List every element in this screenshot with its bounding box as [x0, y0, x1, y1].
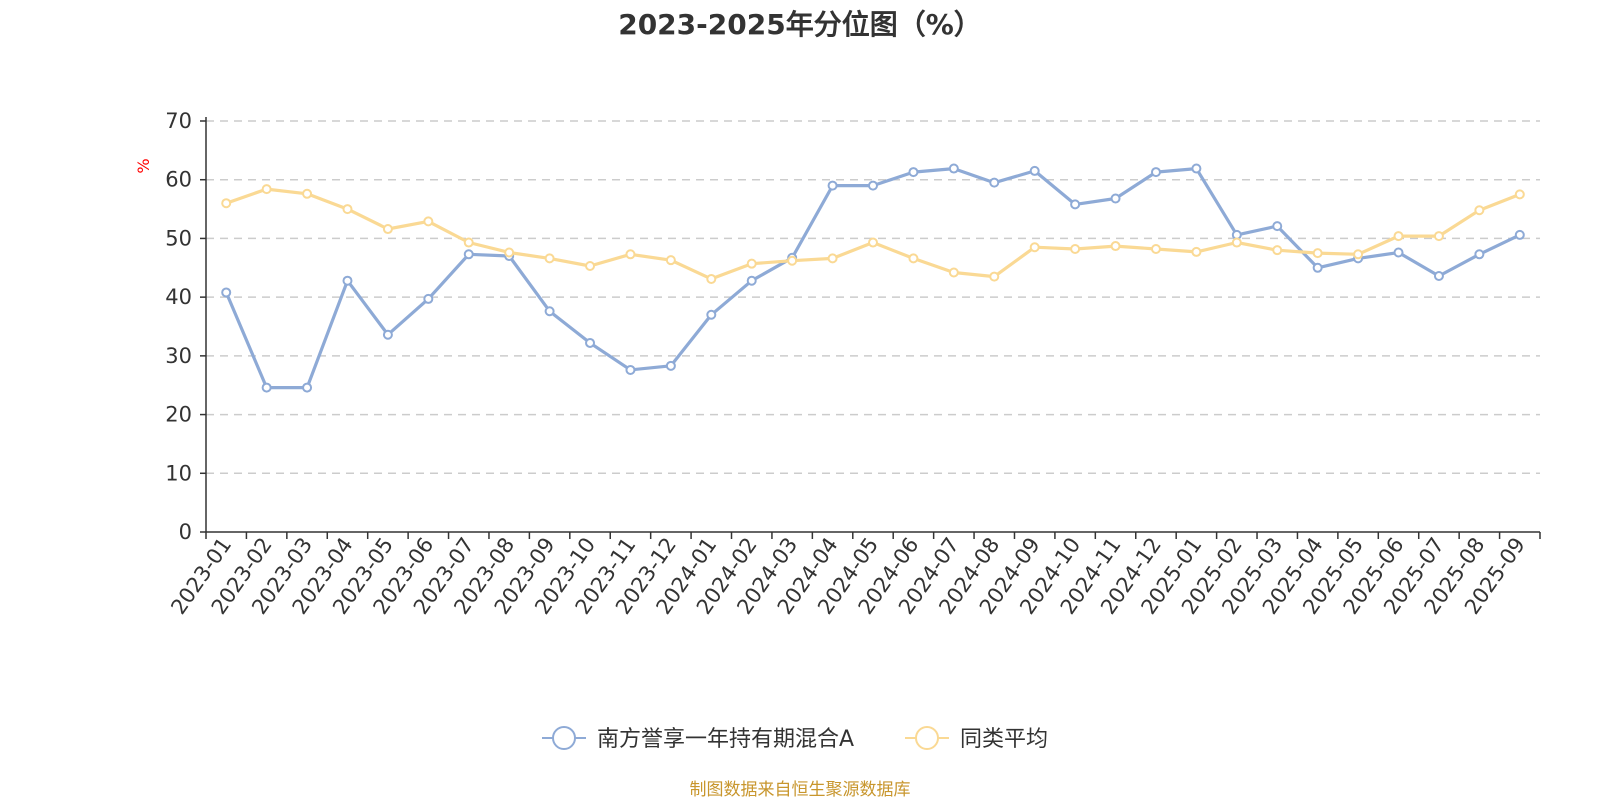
data-point: [1393, 231, 1404, 242]
data-point: [1150, 243, 1161, 254]
data-point: [625, 364, 636, 375]
data-point: [261, 382, 272, 393]
data-point: [1312, 262, 1323, 273]
data-point: [1070, 199, 1081, 210]
y-tick-label: 0: [179, 520, 192, 544]
data-point: [1353, 249, 1364, 260]
y-tick-label: 70: [165, 109, 192, 133]
data-point: [585, 261, 596, 272]
data-point: [746, 258, 757, 269]
y-tick-label: 30: [165, 344, 192, 368]
data-point: [827, 253, 838, 264]
legend-label: 南方誉享一年持有期混合A: [597, 727, 854, 752]
data-point: [1191, 246, 1202, 257]
x-ticks: 2023-012023-022023-032023-042023-052023-…: [166, 532, 1541, 619]
data-point: [827, 180, 838, 191]
data-point: [382, 224, 393, 235]
data-point: [665, 360, 676, 371]
data-point: [665, 255, 676, 266]
data-source-note: 制图数据来自恒生聚源数据库: [690, 780, 911, 800]
data-point: [1514, 229, 1525, 240]
data-point: [948, 267, 959, 278]
data-point: [423, 293, 434, 304]
data-point: [302, 382, 313, 393]
data-point: [868, 237, 878, 248]
data-point: [504, 247, 515, 258]
data-point: [1110, 241, 1121, 252]
y-tick-label: 40: [165, 285, 192, 309]
data-point: [261, 184, 272, 195]
series-line: [224, 167, 1521, 390]
legend-label: 同类平均: [960, 727, 1048, 752]
y-tick-label: 60: [165, 168, 192, 192]
data-point: [989, 177, 1000, 188]
data-point: [1029, 165, 1040, 176]
data-point: [1070, 243, 1081, 254]
data-point: [1272, 221, 1283, 232]
data-point: [544, 253, 555, 264]
data-point: [1110, 193, 1121, 204]
data-point: [342, 275, 353, 286]
data-point: [463, 237, 474, 248]
y-tick-label: 10: [165, 461, 192, 485]
data-point: [989, 271, 1000, 282]
data-point: [221, 287, 232, 298]
data-point: [706, 273, 717, 284]
data-point: [706, 309, 717, 320]
legend-marker: [552, 726, 576, 750]
data-point: [787, 255, 798, 266]
data-point: [948, 163, 959, 174]
data-point: [423, 216, 434, 227]
data-point: [585, 337, 596, 348]
legend: 南方誉享一年持有期混合A 同类平均: [542, 726, 1048, 752]
grid-lines: [206, 120, 1540, 475]
series-group: [221, 163, 1525, 393]
data-point: [544, 306, 555, 317]
series-1: [221, 163, 1525, 393]
data-point: [221, 198, 232, 209]
data-point: [746, 275, 757, 286]
data-point: [868, 180, 878, 191]
data-point: [908, 167, 919, 178]
data-point: [1191, 163, 1202, 174]
data-point: [342, 204, 353, 215]
y-tick-label: 20: [165, 403, 192, 427]
data-point: [1474, 249, 1485, 260]
data-point: [1474, 205, 1485, 216]
series-2: [221, 184, 1525, 284]
data-point: [1393, 247, 1404, 258]
data-point: [463, 249, 474, 260]
data-point: [302, 188, 313, 199]
data-point: [1231, 237, 1242, 248]
y-axis-label: %: [134, 158, 153, 173]
data-point: [1312, 248, 1323, 259]
data-point: [1029, 242, 1040, 253]
data-point: [908, 253, 919, 264]
data-point: [382, 329, 393, 340]
y-ticks: 0 10 20 30 40 50 60 70: [165, 109, 206, 544]
data-point: [1433, 271, 1444, 282]
chart-title: 2023-2025年分位图（%）: [618, 8, 982, 41]
data-point: [1150, 167, 1161, 178]
axes: [205, 117, 1540, 533]
data-point: [1514, 189, 1525, 200]
data-point: [1433, 231, 1444, 242]
data-point: [625, 249, 636, 260]
data-point: [1272, 245, 1283, 256]
legend-marker: [915, 726, 939, 750]
y-tick-label: 50: [165, 226, 192, 250]
